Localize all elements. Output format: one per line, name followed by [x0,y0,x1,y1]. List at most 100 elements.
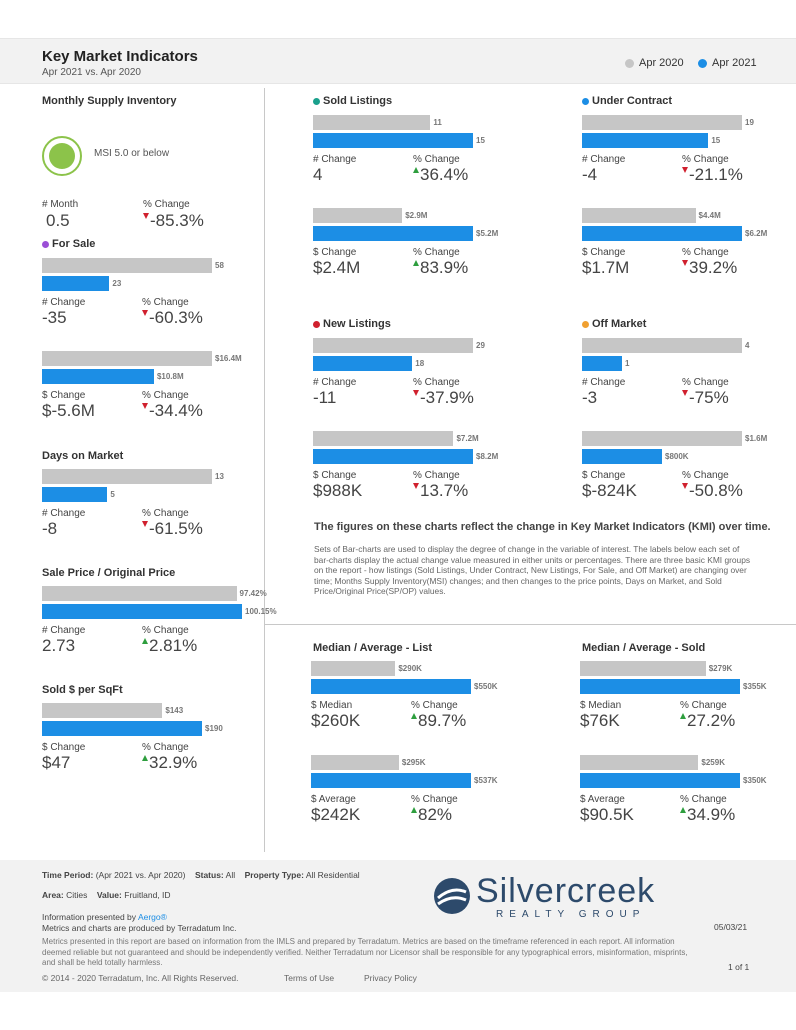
page-title: Key Market Indicators [42,48,198,65]
spop-curr-bar [42,604,242,619]
msi-pct-value: -85.3% [143,211,204,231]
forsale-dollar-pct-value: -34.4% [142,401,203,421]
dom-curr-bar [42,487,108,502]
report-date: 05/03/21 [714,922,748,932]
list-average-pct-text: 82% [418,805,453,824]
privacy-link[interactable]: Privacy Policy [364,973,417,983]
disclaimer: Metrics presented in this report are bas… [42,937,688,967]
logo-sub-text: REALTY GROUP [496,909,646,920]
down-arrow-icon [413,390,419,396]
sqft-prev-label: $143 [165,706,184,715]
off-dollar-curr-bar [582,449,662,464]
sold-average-pct-label: % Change [680,794,727,805]
sold-median-pct-text: 27.2% [687,711,736,730]
new-listings-title: New Listings [313,318,391,330]
legend-dot-gray [625,58,634,68]
sqft-curr-label: $190 [205,724,223,733]
new-count-change-value: -11 [313,388,337,407]
dom-prev-label: 13 [215,472,224,481]
sqft-change-value: $47 [42,753,71,772]
sold-dollar-pct-text: 83.9% [420,258,469,277]
list-median-curr-label: $550K [474,682,498,691]
spop-pct-value: 2.81% [142,636,197,656]
dom-change-label: # Change [42,508,86,519]
list-median-pct-value: 89.7% [411,711,466,731]
list-median-prev-bar [311,661,396,676]
up-arrow-icon [411,713,417,719]
page-subtitle: Apr 2021 vs. Apr 2020 [42,67,141,78]
new-dollar-prev-label: $7.2M [456,434,479,443]
uc-dollar-curr-label: $6.2M [745,229,768,238]
down-arrow-icon [142,521,148,527]
kmi-body: Sets of Bar-charts are used to display t… [314,544,751,596]
for-sale-title: For Sale [42,238,95,250]
forsale-count-prev-bar [42,258,212,273]
time-period-label: Time Period: [42,870,94,880]
off-count-curr-bar [582,356,622,371]
sold-average-curr-label: $350K [743,776,767,785]
sold-average-prev-bar [580,755,699,770]
list-average-change-label: $ Average [311,794,356,805]
off-dollar-prev-label: $1.6M [745,434,768,443]
off-count-change-label: # Change [582,377,626,388]
new-count-pct-value: -37.9% [413,388,474,408]
legend-item-prev: Apr 2020 [625,57,684,69]
up-arrow-icon [680,807,686,813]
off-market-dot [582,320,589,328]
sqft-curr-bar [42,721,202,736]
down-arrow-icon [142,403,148,409]
silvercreek-logo: Silvercreek REALTY GROUP [430,872,730,922]
down-arrow-icon [142,310,148,316]
section-divider [264,624,796,625]
property-type-value: All Residential [305,870,360,880]
sold-count-prev-bar [313,115,431,130]
silvercreek-swoosh-icon [434,878,470,914]
forsale-count-pct-value: -60.3% [142,308,203,328]
sold-listings-title-text: Sold Listings [323,95,393,107]
copyright: © 2014 - 2020 Terradatum, Inc. All Right… [42,973,239,983]
forsale-dollar-curr-bar [42,369,154,384]
dom-pct-value: -61.5% [142,519,203,539]
spop-prev-bar [42,586,237,601]
dom-title: Days on Market [42,450,124,462]
sold-count-pct-text: 36.4% [420,165,469,184]
sqft-prev-bar [42,703,163,718]
new-listings-title-text: New Listings [323,318,391,330]
off-count-curr-label: 1 [625,359,630,368]
new-count-curr-label: 18 [415,359,425,368]
spop-title: Sale Price / Original Price [42,567,176,579]
sold-median-title: Median / Average - Sold [582,642,706,654]
legend-item-curr: Apr 2021 [698,57,757,69]
off-dollar-change-label: $ Change [582,470,626,481]
sold-dollar-prev-bar [313,208,403,223]
terms-link[interactable]: Terms of Use [284,973,335,983]
forsale-count-pct-label: % Change [142,297,189,308]
new-dollar-change-value: $988K [313,481,363,500]
forsale-count-change-value: -35 [42,308,67,327]
uc-dollar-pct-text: 39.2% [689,258,738,277]
report-header [0,38,796,84]
produced-by: Metrics and charts are produced by Terra… [42,923,237,933]
forsale-dollar-curr-label: $10.8M [156,372,184,381]
up-arrow-icon [413,260,419,266]
sold-median-curr-bar [580,679,740,694]
uc-dollar-change-label: $ Change [582,247,626,258]
value-value: Fruitland, ID [124,890,171,900]
uc-count-pct-text: -21.1% [689,165,743,184]
sqft-pct-value: 32.9% [142,753,197,773]
footer [0,860,796,992]
off-dollar-pct-text: -50.8% [689,481,743,500]
sold-listings-dot [313,97,320,105]
presented-by-text: Information presented by [42,912,137,922]
footer-filters-row2: Area: Cities Value: Fruitland, ID [42,890,171,900]
sellers-market-badge-icon [42,136,82,176]
off-count-prev-bar [582,338,742,353]
aergo-link[interactable]: Aergo® [137,912,167,922]
under-contract-title: Under Contract [582,95,672,107]
forsale-dollar-prev-bar [42,351,212,366]
column-divider [264,88,265,852]
sqft-title: Sold $ per SqFt [42,684,123,696]
spop-pct-label: % Change [142,625,189,636]
sold-count-curr-label: 15 [476,136,485,145]
msi-month-value: 0.5 [46,211,70,230]
